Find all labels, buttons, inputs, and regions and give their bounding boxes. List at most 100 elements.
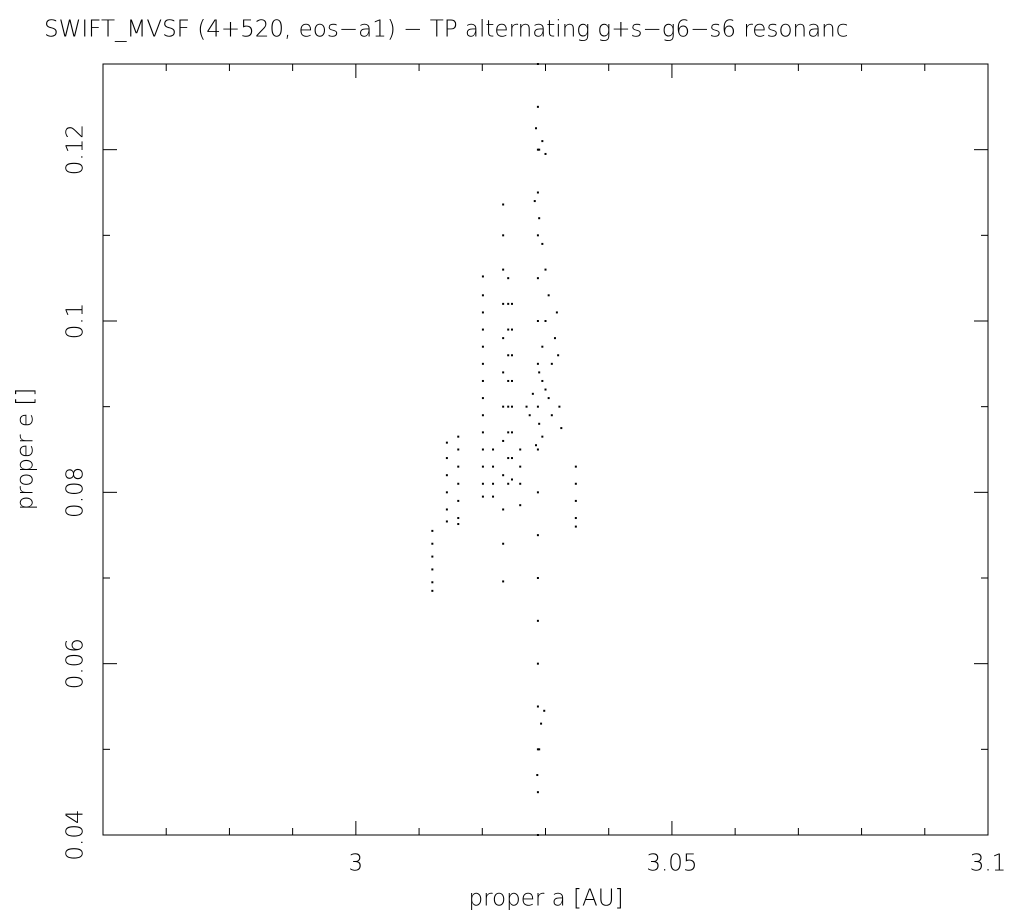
point: [510, 354, 513, 357]
point: [431, 581, 434, 584]
point: [507, 354, 510, 357]
point: [507, 457, 510, 460]
point: [536, 105, 539, 108]
point: [502, 268, 505, 271]
point: [481, 362, 484, 365]
point: [536, 448, 539, 451]
point: [574, 482, 577, 485]
point: [536, 705, 539, 708]
point: [547, 294, 550, 297]
point: [510, 431, 513, 434]
point: [550, 362, 553, 365]
y-tick-label: 0.04: [63, 809, 89, 860]
point: [560, 427, 563, 430]
point: [445, 491, 448, 494]
chart-title: SWIFT_MVSF (4+520, eos−a1) − TP alternat…: [44, 17, 848, 43]
point: [431, 529, 434, 532]
point: [510, 457, 513, 460]
point: [555, 311, 558, 314]
point: [536, 834, 539, 836]
point: [492, 465, 495, 468]
point: [492, 495, 495, 498]
point: [535, 127, 538, 130]
point: [536, 791, 539, 794]
point: [457, 499, 460, 502]
y-tick-label: 0.06: [63, 638, 89, 689]
point: [538, 148, 541, 151]
point: [481, 414, 484, 417]
point: [481, 379, 484, 382]
point: [557, 354, 560, 357]
point: [502, 439, 505, 442]
point: [574, 517, 577, 520]
point: [492, 482, 495, 485]
point: [481, 294, 484, 297]
point: [531, 392, 534, 395]
point: [502, 302, 505, 305]
point: [536, 619, 539, 622]
plot-frame: [102, 63, 989, 836]
point: [538, 422, 541, 425]
point: [457, 517, 460, 520]
point: [544, 268, 547, 271]
point: [536, 320, 539, 322]
point: [528, 414, 531, 417]
point: [502, 474, 505, 477]
point: [574, 465, 577, 468]
point: [481, 448, 484, 451]
point: [502, 508, 505, 511]
point: [519, 504, 522, 507]
point: [543, 709, 546, 712]
point: [507, 302, 510, 305]
point: [502, 580, 505, 583]
point: [445, 457, 448, 460]
point: [502, 542, 505, 545]
point: [536, 534, 539, 537]
point: [538, 748, 541, 751]
point: [536, 63, 539, 65]
point: [536, 362, 539, 365]
y-tick-label: 0.08: [63, 467, 89, 518]
point: [536, 662, 539, 665]
point: [481, 397, 484, 400]
point: [574, 499, 577, 502]
point: [431, 542, 434, 545]
point: [538, 371, 541, 374]
point: [502, 337, 505, 340]
point: [445, 441, 448, 444]
point: [535, 444, 538, 447]
point: [541, 435, 544, 438]
point: [507, 328, 510, 331]
point: [457, 482, 460, 485]
x-axis-label: proper a [AU]: [468, 886, 623, 912]
point: [507, 482, 510, 485]
x-tick-label: 3: [349, 851, 364, 877]
point: [507, 277, 510, 280]
point: [510, 405, 513, 408]
point: [519, 448, 522, 451]
point: [558, 405, 561, 408]
point: [519, 465, 522, 468]
point: [431, 555, 434, 558]
point: [507, 431, 510, 434]
point: [502, 203, 505, 206]
point: [536, 491, 539, 494]
point: [457, 465, 460, 468]
point: [445, 474, 448, 477]
point: [525, 405, 528, 408]
point: [538, 217, 541, 220]
point: [544, 388, 547, 391]
point: [536, 405, 539, 408]
point: [507, 405, 510, 408]
point: [553, 337, 556, 340]
point: [457, 448, 460, 451]
point: [431, 589, 434, 592]
point: [544, 152, 547, 155]
point: [536, 148, 539, 151]
point: [533, 200, 536, 203]
point: [540, 722, 543, 725]
point: [541, 379, 544, 382]
point: [519, 482, 522, 485]
